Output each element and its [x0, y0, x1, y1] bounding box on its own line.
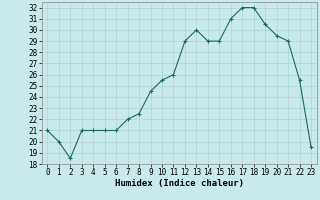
X-axis label: Humidex (Indice chaleur): Humidex (Indice chaleur): [115, 179, 244, 188]
